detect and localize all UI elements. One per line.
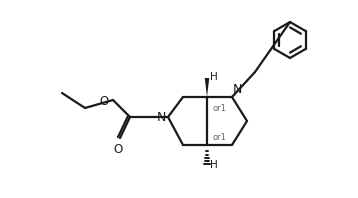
Polygon shape xyxy=(205,78,209,97)
Text: O: O xyxy=(100,94,109,108)
Text: N: N xyxy=(233,83,242,96)
Text: or1: or1 xyxy=(213,104,227,112)
Text: H: H xyxy=(210,160,218,170)
Text: O: O xyxy=(113,143,123,156)
Text: N: N xyxy=(156,110,166,124)
Text: H: H xyxy=(210,72,218,82)
Text: or1: or1 xyxy=(213,133,227,143)
